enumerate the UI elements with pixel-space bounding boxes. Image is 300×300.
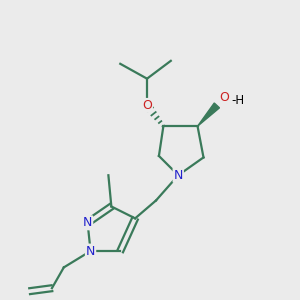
Text: O: O: [219, 92, 229, 104]
Text: -H: -H: [231, 94, 244, 106]
Text: N: N: [83, 216, 92, 229]
Text: N: N: [173, 169, 183, 182]
Text: N: N: [86, 244, 95, 258]
Text: O: O: [142, 99, 152, 112]
Polygon shape: [198, 103, 220, 126]
